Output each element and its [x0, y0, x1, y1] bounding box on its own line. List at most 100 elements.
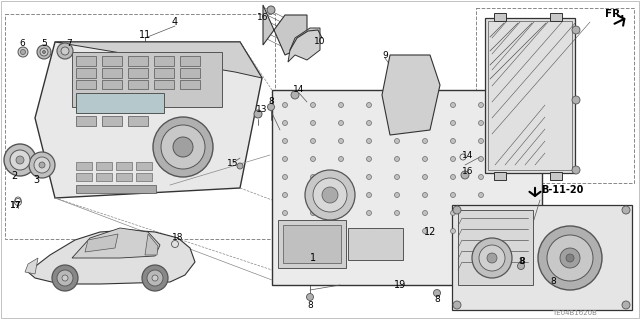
Circle shape [282, 138, 287, 144]
Bar [136, 162, 152, 170]
Circle shape [622, 301, 630, 309]
Circle shape [479, 121, 483, 125]
Circle shape [433, 290, 440, 296]
Circle shape [479, 138, 483, 144]
Bar [128, 116, 148, 126]
Circle shape [394, 157, 399, 161]
Polygon shape [382, 55, 440, 135]
Circle shape [339, 102, 344, 108]
Circle shape [566, 254, 574, 262]
Circle shape [453, 301, 461, 309]
Text: 5: 5 [41, 39, 47, 48]
Circle shape [422, 138, 428, 144]
Bar [154, 68, 174, 78]
Bar [72, 52, 222, 107]
Bar [116, 162, 132, 170]
Circle shape [572, 96, 580, 104]
Text: 13: 13 [256, 106, 268, 115]
Bar [102, 68, 122, 78]
Text: 7: 7 [66, 39, 72, 48]
Circle shape [57, 43, 73, 59]
Text: 11: 11 [139, 30, 151, 40]
Circle shape [422, 174, 428, 180]
Circle shape [10, 150, 30, 170]
Circle shape [18, 47, 28, 57]
Text: 2: 2 [11, 171, 17, 181]
Bar [96, 173, 112, 181]
Polygon shape [288, 28, 320, 62]
Circle shape [451, 192, 456, 197]
Bar [136, 173, 152, 181]
Polygon shape [145, 234, 158, 255]
Circle shape [422, 211, 428, 216]
Circle shape [29, 152, 55, 178]
Circle shape [451, 157, 456, 161]
Circle shape [572, 166, 580, 174]
Bar [76, 162, 92, 170]
Text: 8: 8 [434, 295, 440, 305]
Bar [180, 56, 200, 66]
Text: 19: 19 [394, 280, 406, 290]
Text: B-11-20: B-11-20 [541, 185, 583, 195]
Circle shape [461, 171, 469, 179]
Circle shape [62, 275, 68, 281]
Circle shape [547, 235, 593, 281]
Text: 16: 16 [462, 167, 474, 176]
Text: 17: 17 [10, 202, 22, 211]
Circle shape [153, 117, 213, 177]
Bar [494, 13, 506, 21]
Circle shape [422, 157, 428, 161]
Circle shape [307, 293, 314, 300]
Circle shape [313, 178, 347, 212]
Circle shape [451, 102, 456, 108]
Circle shape [282, 228, 287, 234]
Circle shape [479, 102, 483, 108]
Bar [5, 14, 275, 239]
Circle shape [394, 174, 399, 180]
Bar [116, 173, 132, 181]
Bar [348, 228, 403, 260]
Text: 3: 3 [33, 175, 39, 185]
Circle shape [339, 157, 344, 161]
Bar [128, 68, 148, 78]
Polygon shape [72, 228, 160, 258]
Circle shape [310, 102, 316, 108]
Circle shape [237, 163, 243, 169]
Circle shape [367, 174, 371, 180]
Bar [154, 80, 174, 89]
Circle shape [40, 48, 48, 56]
Circle shape [451, 138, 456, 144]
Circle shape [142, 265, 168, 291]
Circle shape [422, 192, 428, 197]
Circle shape [310, 121, 316, 125]
Bar [102, 80, 122, 89]
Circle shape [339, 121, 344, 125]
Circle shape [282, 174, 287, 180]
Circle shape [622, 206, 630, 214]
Circle shape [479, 211, 483, 216]
Circle shape [310, 192, 316, 197]
Circle shape [339, 192, 344, 197]
Text: FR.: FR. [605, 9, 625, 19]
Circle shape [367, 192, 371, 197]
Text: 8: 8 [307, 300, 313, 309]
Circle shape [451, 228, 456, 234]
Circle shape [282, 192, 287, 197]
Bar [102, 116, 122, 126]
Circle shape [518, 263, 525, 270]
Circle shape [367, 121, 371, 125]
Bar [76, 173, 92, 181]
Circle shape [310, 157, 316, 161]
Bar [128, 80, 148, 89]
Circle shape [310, 211, 316, 216]
Bar [96, 162, 112, 170]
Circle shape [322, 187, 338, 203]
Text: 8: 8 [550, 278, 556, 286]
Polygon shape [55, 42, 262, 78]
Circle shape [451, 174, 456, 180]
Circle shape [572, 26, 580, 34]
Circle shape [305, 170, 355, 220]
Bar [180, 80, 200, 89]
Circle shape [538, 226, 602, 290]
Text: 1: 1 [310, 253, 316, 263]
